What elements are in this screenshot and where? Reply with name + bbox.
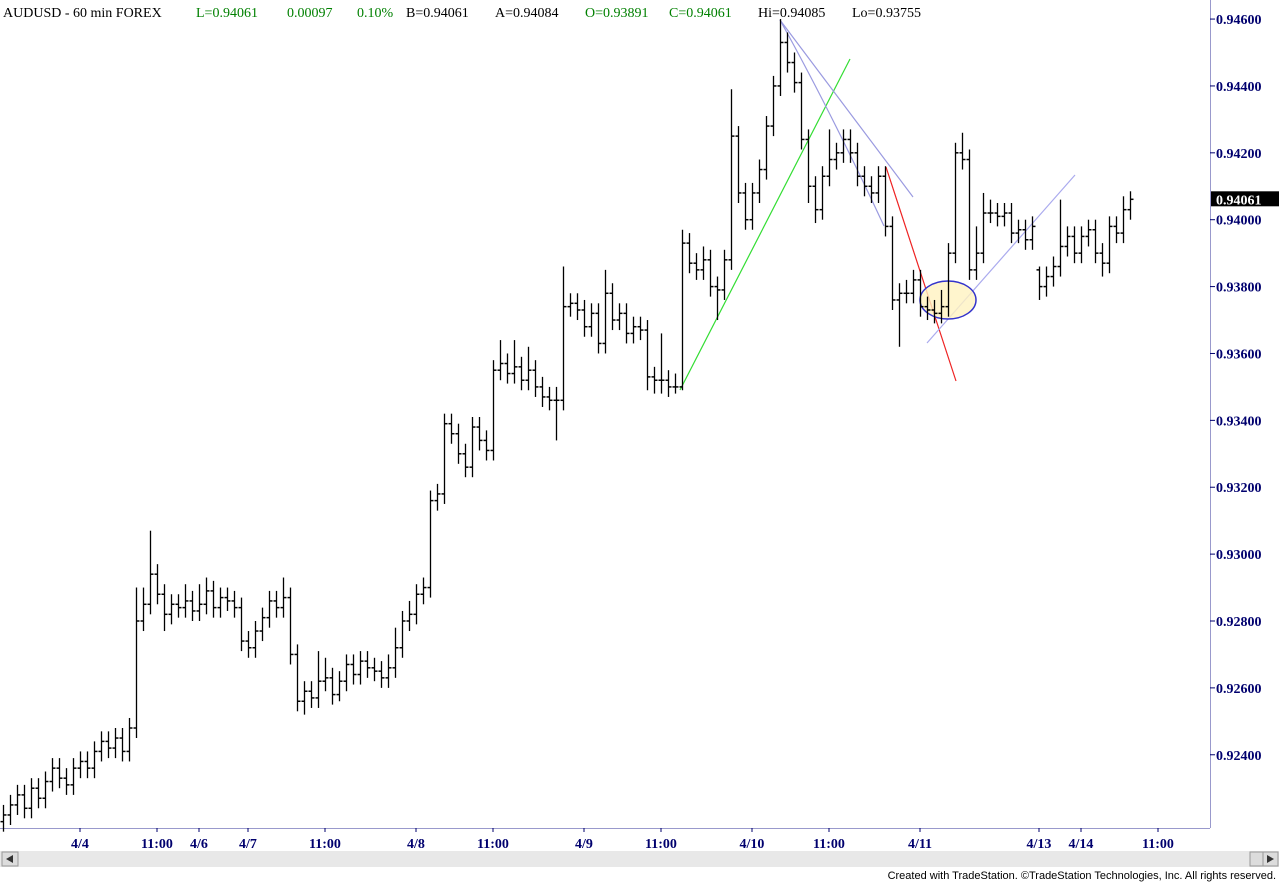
y-tick-label: 0.93800 bbox=[1216, 281, 1262, 296]
y-tick-label: 0.93600 bbox=[1216, 347, 1262, 362]
x-tick-label: 4/9 bbox=[575, 837, 593, 852]
quote-field: Lo=0.93755 bbox=[852, 6, 921, 21]
y-tick-label: 0.94000 bbox=[1216, 214, 1262, 229]
last-price-box bbox=[1211, 191, 1279, 207]
quote-line: L=0.94061 0.00097 0.10% B=0.94061 A=0.94084 O… bbox=[196, 6, 921, 21]
scrollbar[interactable] bbox=[0, 851, 1279, 867]
footer-credit: Created with TradeStation. ©TradeStation… bbox=[888, 870, 1276, 882]
x-tick-label: 11:00 bbox=[141, 837, 173, 852]
y-tick-label: 0.94400 bbox=[1216, 80, 1262, 95]
x-tick-label: 11:00 bbox=[1142, 837, 1174, 852]
y-tick-label: 0.94200 bbox=[1216, 147, 1262, 162]
last-price-label: 0.94061 bbox=[1216, 193, 1262, 208]
quote-field: B=0.94061 bbox=[406, 6, 469, 21]
quote-field: O=0.93891 bbox=[585, 6, 649, 21]
quote-field: 0.00097 bbox=[287, 6, 333, 21]
x-tick-label: 4/13 bbox=[1027, 837, 1052, 852]
x-tick-label: 11:00 bbox=[477, 837, 509, 852]
x-tick-label: 4/10 bbox=[740, 837, 765, 852]
quote-field: Hi=0.94085 bbox=[758, 6, 825, 21]
fan-line bbox=[779, 19, 885, 227]
x-tick-label: 4/6 bbox=[190, 837, 208, 852]
green-trendline bbox=[679, 58, 851, 391]
x-tick-label: 4/4 bbox=[71, 837, 89, 852]
y-tick-label: 0.92400 bbox=[1216, 749, 1262, 764]
y-tick-label: 0.92800 bbox=[1216, 615, 1262, 630]
quote-field: A=0.94084 bbox=[495, 6, 559, 21]
x-tick-label: 4/11 bbox=[908, 837, 932, 852]
arrow-icon bbox=[1267, 855, 1274, 863]
arrow-icon bbox=[6, 855, 13, 863]
quote-field: C=0.94061 bbox=[669, 6, 732, 21]
y-tick-label: 0.93000 bbox=[1216, 548, 1262, 563]
x-tick-label: 4/14 bbox=[1069, 837, 1094, 852]
x-tick-label: 11:00 bbox=[309, 837, 341, 852]
x-tick-label: 4/7 bbox=[239, 837, 257, 852]
y-tick-label: 0.93400 bbox=[1216, 414, 1262, 429]
scroll-track[interactable] bbox=[0, 851, 1279, 867]
fan-line bbox=[779, 19, 914, 198]
chart-title: AUDUSD - 60 min FOREX bbox=[3, 6, 162, 21]
y-tick-label: 0.93200 bbox=[1216, 481, 1262, 496]
price-bars bbox=[0, 19, 1134, 832]
quote-field: L=0.94061 bbox=[196, 6, 258, 21]
annotations bbox=[679, 19, 1076, 391]
quote-field: 0.10% bbox=[357, 6, 394, 21]
y-tick-label: 0.94600 bbox=[1216, 13, 1262, 28]
x-tick-label: 11:00 bbox=[645, 837, 677, 852]
y-tick-label: 0.92600 bbox=[1216, 682, 1262, 697]
x-tick-label: 4/8 bbox=[407, 837, 425, 852]
x-tick-label: 11:00 bbox=[813, 837, 845, 852]
